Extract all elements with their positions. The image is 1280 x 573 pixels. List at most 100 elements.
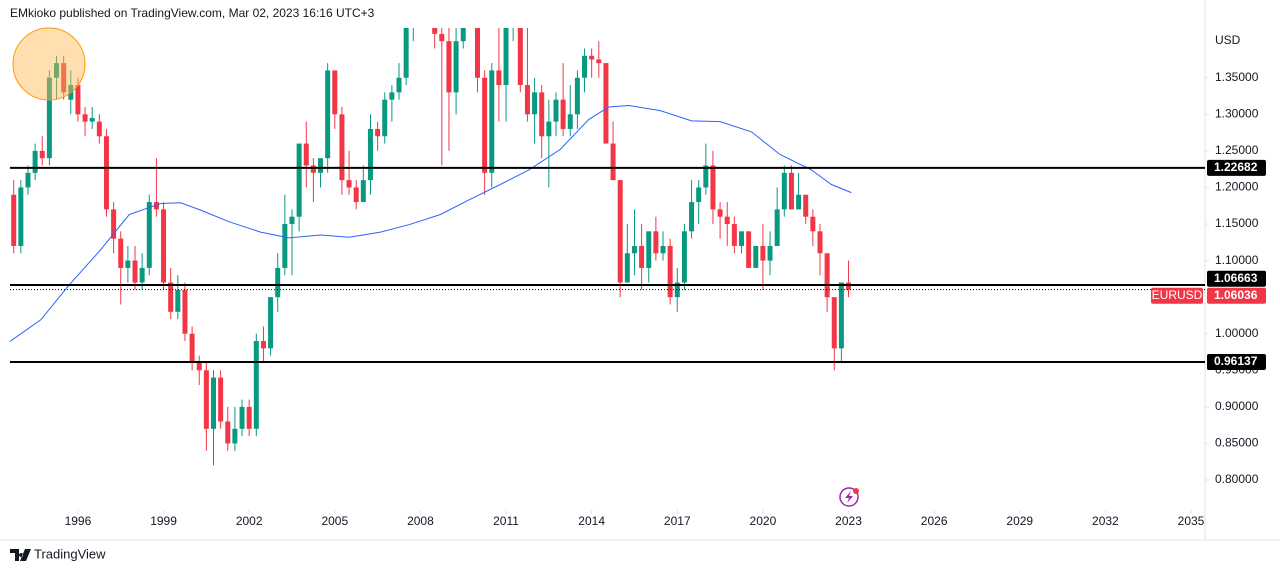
candle-body	[54, 63, 60, 78]
y-tick-label: 1.25000	[1215, 143, 1259, 157]
candle-body	[225, 421, 231, 444]
candle-body	[346, 180, 352, 188]
candle-body	[846, 282, 852, 290]
candle-body	[11, 194, 17, 246]
candle-body	[367, 128, 373, 181]
x-tick-label: 2026	[921, 514, 948, 528]
candle-body	[724, 216, 730, 225]
candle-body	[103, 136, 109, 210]
candle-body	[532, 92, 538, 115]
x-tick-label: 1996	[65, 514, 92, 528]
candle-body	[232, 428, 238, 444]
candle-body	[710, 165, 716, 210]
candle-body	[411, 0, 416, 27]
candle-body	[39, 150, 45, 159]
candle-body	[296, 143, 302, 217]
candle-body	[468, 0, 473, 19]
candle-body	[796, 194, 802, 210]
x-tick-label: 2008	[407, 514, 434, 528]
y-tick-label: 0.85000	[1215, 436, 1259, 450]
candle-body	[360, 180, 366, 203]
candle-body	[788, 172, 794, 210]
candle-body	[218, 377, 224, 422]
candle-body	[546, 121, 552, 137]
y-tick-label: 1.35000	[1215, 70, 1259, 84]
candle-body	[282, 224, 288, 268]
lightning-icon	[839, 487, 859, 507]
level-tag-label: 1.06663	[1214, 271, 1258, 285]
candle-body	[189, 333, 195, 363]
candle-body	[96, 121, 102, 137]
candle-body	[268, 297, 274, 349]
x-tick-label: 2023	[835, 514, 862, 528]
candle-body	[153, 202, 159, 210]
candle-body	[175, 289, 181, 312]
candle-body	[460, 28, 466, 42]
candle-body	[161, 209, 167, 283]
candle-body	[496, 70, 502, 86]
candle-body	[674, 282, 680, 298]
candle-body	[817, 231, 823, 254]
candle-body	[838, 282, 844, 349]
candle-body	[310, 165, 316, 173]
candle-body	[118, 238, 124, 268]
candle-body	[503, 28, 509, 86]
candle-body	[403, 28, 409, 78]
symbol-tag-label: EURUSD	[1152, 288, 1203, 302]
candle-body	[275, 267, 281, 298]
y-tick-label: 1.20000	[1215, 180, 1259, 194]
candle-body	[731, 224, 737, 246]
candle-body	[289, 216, 295, 225]
candle-body	[432, 28, 438, 34]
candle-body	[703, 165, 709, 188]
candle-body	[753, 245, 759, 268]
candle-body	[318, 158, 324, 173]
price-tag-label: 1.06036	[1214, 288, 1258, 302]
candle-body	[139, 267, 145, 283]
moving-average	[10, 104, 852, 342]
candle-body	[389, 92, 395, 100]
candle-body	[596, 59, 602, 64]
candle-body	[781, 172, 787, 210]
candle-body	[446, 41, 452, 93]
candle-body	[610, 143, 616, 181]
candle-body	[553, 99, 559, 122]
x-tick-label: 2005	[321, 514, 348, 528]
candle-body	[382, 99, 388, 137]
candle-body	[560, 99, 566, 129]
candle-body	[332, 70, 338, 115]
candle-body	[75, 85, 81, 115]
candle-body	[239, 406, 245, 429]
candle-body	[82, 114, 88, 122]
candle-body	[339, 114, 345, 181]
candle-body	[582, 55, 588, 78]
candle-body	[325, 70, 331, 159]
candle-body	[639, 245, 645, 268]
candle-body	[18, 187, 24, 246]
level-tag-label: 1.22682	[1214, 160, 1258, 174]
candle-body	[260, 341, 266, 349]
y-tick-label: 0.90000	[1215, 399, 1259, 413]
x-tick-label: 2020	[750, 514, 777, 528]
candle-body	[353, 187, 359, 203]
candle-body	[210, 377, 216, 429]
plot-area	[10, 0, 852, 466]
candle-body	[717, 209, 723, 217]
candle-body	[453, 41, 459, 93]
candle-body	[653, 231, 659, 254]
candle-body	[824, 253, 830, 298]
y-tick-label: 1.30000	[1215, 106, 1259, 120]
candle-body	[182, 289, 188, 334]
candle-body	[760, 245, 766, 261]
candle-body	[439, 33, 445, 42]
candle-body	[474, 28, 480, 78]
candle-body	[738, 231, 744, 246]
candle-body	[511, 5, 516, 27]
x-tick-label: 2014	[578, 514, 605, 528]
candle-body	[396, 77, 402, 93]
candle-body	[667, 245, 673, 298]
x-tick-label: 2017	[664, 514, 691, 528]
price-tag	[1207, 287, 1266, 304]
x-tick-label: 2029	[1006, 514, 1033, 528]
candle-body	[482, 77, 488, 173]
